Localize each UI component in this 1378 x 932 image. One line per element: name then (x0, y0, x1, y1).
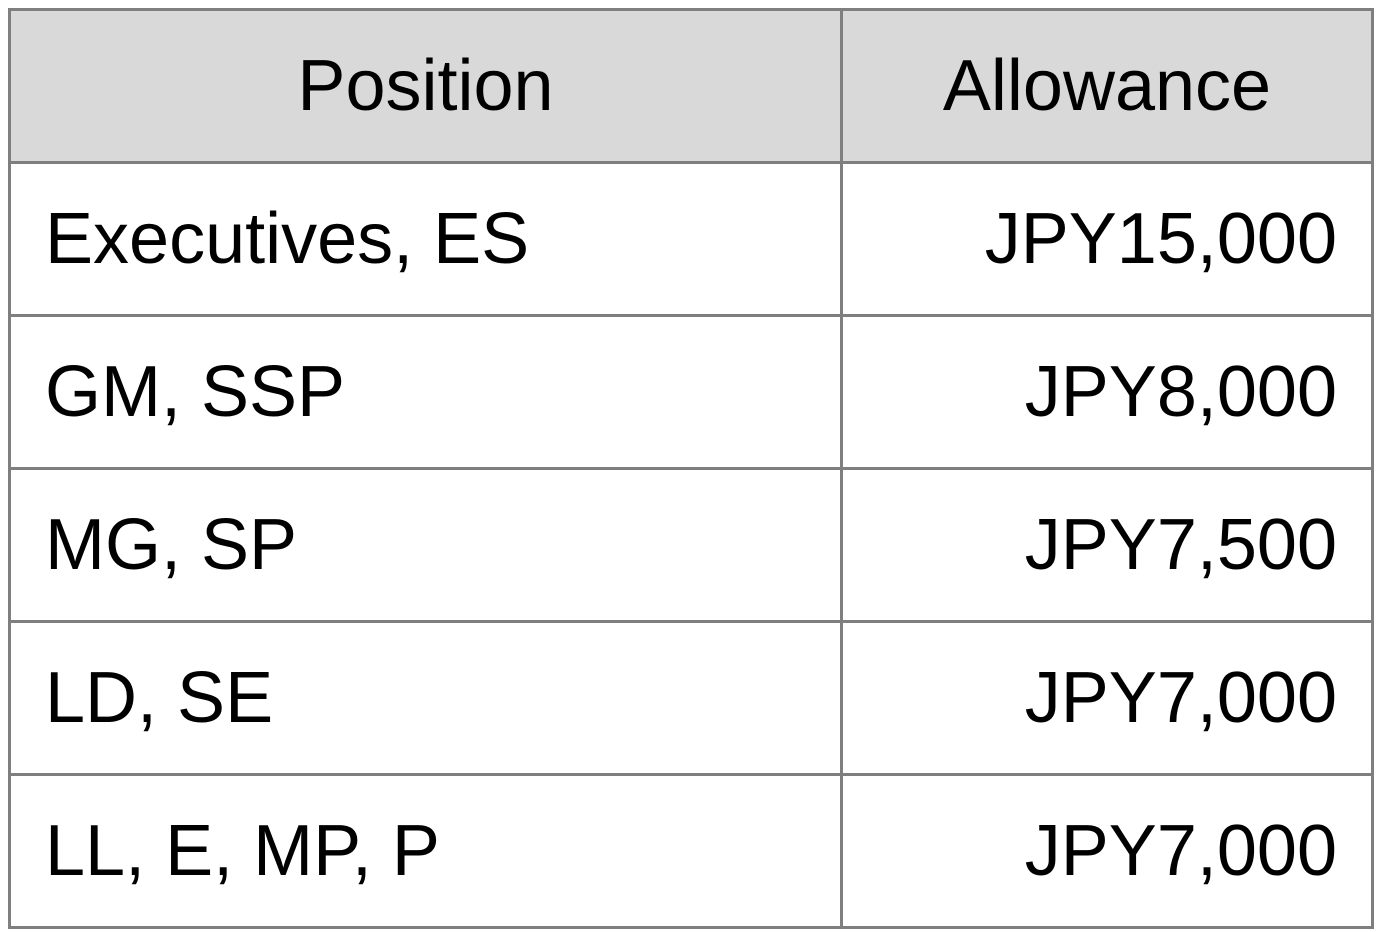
table-row: Executives, ES JPY15,000 (8, 161, 1374, 317)
position-cell: LD, SE (8, 620, 843, 776)
allowance-cell: JPY7,000 (840, 773, 1374, 929)
allowance-cell: JPY7,500 (840, 467, 1374, 623)
position-cell: LL, E, MP, P (8, 773, 843, 929)
header-row: Position Allowance (8, 8, 1374, 164)
table-row: GM, SSP JPY8,000 (8, 314, 1374, 470)
table-header: Position Allowance (8, 8, 1374, 164)
table-body: Executives, ES JPY15,000 GM, SSP JPY8,00… (8, 161, 1374, 929)
header-allowance: Allowance (840, 8, 1374, 164)
allowance-cell: JPY15,000 (840, 161, 1374, 317)
table-row: LL, E, MP, P JPY7,000 (8, 773, 1374, 929)
header-position: Position (8, 8, 843, 164)
position-cell: MG, SP (8, 467, 843, 623)
allowance-table: Position Allowance Executives, ES JPY15,… (8, 8, 1374, 929)
position-cell: Executives, ES (8, 161, 843, 317)
allowance-cell: JPY7,000 (840, 620, 1374, 776)
allowance-cell: JPY8,000 (840, 314, 1374, 470)
table-row: LD, SE JPY7,000 (8, 620, 1374, 776)
table-row: MG, SP JPY7,500 (8, 467, 1374, 623)
position-cell: GM, SSP (8, 314, 843, 470)
